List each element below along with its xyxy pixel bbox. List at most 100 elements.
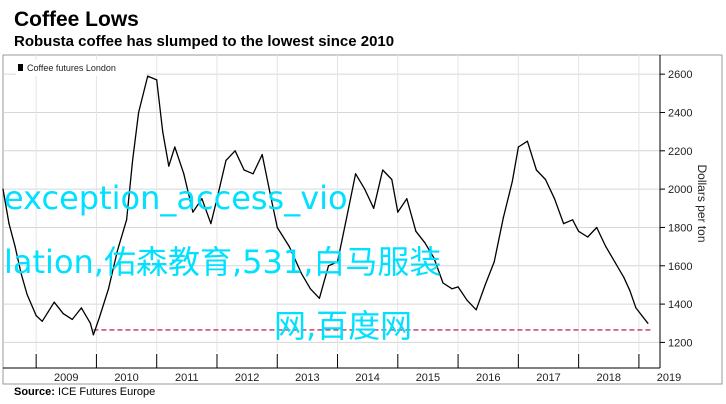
data-point [484, 284, 486, 286]
data-point [623, 276, 625, 278]
x-tick-label: 2016 [476, 372, 500, 384]
data-point [168, 165, 170, 167]
data-point [629, 290, 631, 292]
data-point [475, 309, 477, 311]
data-point [635, 307, 637, 309]
data-point [382, 169, 384, 171]
data-point [424, 242, 426, 244]
legend: Coffee futures London [16, 60, 146, 76]
data-point [336, 261, 339, 263]
plot-area [2, 75, 651, 336]
grid [2, 54, 723, 385]
series-line [2, 75, 649, 336]
y-tick-label: 1600 [668, 261, 692, 273]
data-point [300, 272, 302, 274]
data-point [126, 219, 128, 221]
data-point [162, 131, 164, 133]
data-point [466, 299, 468, 301]
data-point [252, 173, 254, 175]
legend-box [16, 60, 146, 76]
data-point [210, 223, 212, 225]
data-point [373, 207, 375, 209]
data-point [457, 286, 459, 288]
data-point [502, 217, 504, 219]
data-point [563, 223, 565, 225]
data-point [53, 301, 55, 303]
data-point [92, 334, 94, 336]
data-point [288, 246, 290, 248]
data-point [596, 226, 598, 229]
data-point [89, 322, 91, 324]
data-point [192, 211, 194, 213]
data-point [318, 297, 320, 299]
legend-swatch [18, 64, 23, 71]
data-point [35, 315, 37, 317]
data-point [614, 261, 616, 263]
data-point [451, 288, 453, 290]
x-tick-label: 2013 [295, 372, 319, 384]
data-point [391, 178, 393, 181]
data-point [346, 217, 348, 219]
data-point [20, 272, 22, 274]
data-point [26, 293, 28, 296]
x-tick-label: 2018 [597, 372, 621, 384]
data-point [544, 178, 547, 181]
data-point [553, 198, 556, 200]
data-point [364, 188, 366, 190]
y-tick-label: 1400 [668, 299, 692, 311]
data-point [578, 230, 580, 232]
data-point [243, 169, 245, 171]
data-point [201, 198, 203, 200]
data-point [270, 198, 272, 200]
chart-frame [2, 54, 723, 385]
data-point [80, 307, 82, 309]
data-point [116, 249, 119, 251]
data-point [156, 79, 158, 81]
y-tick-label: 2200 [668, 146, 692, 158]
data-point [8, 223, 10, 225]
data-point [174, 146, 176, 148]
y-tick-label: 2600 [668, 69, 692, 81]
data-point [535, 169, 538, 171]
data-point [183, 173, 185, 175]
data-point [526, 140, 529, 142]
data-point [406, 198, 408, 200]
data-point [355, 173, 357, 175]
source-note: Source: ICE Futures Europe [14, 386, 155, 398]
chart-title: Coffee Lows [14, 8, 139, 31]
data-point [397, 211, 399, 213]
data-point [415, 230, 417, 232]
data-point [2, 188, 4, 190]
data-point [647, 322, 649, 324]
data-point [309, 288, 311, 290]
y-tick-label: 1200 [668, 337, 692, 349]
data-point [587, 236, 589, 238]
data-point [41, 320, 43, 322]
chart-subtitle: Robusta coffee has slumped to the lowest… [14, 33, 395, 50]
data-point [327, 265, 330, 267]
data-point [261, 154, 263, 156]
data-point [98, 316, 100, 319]
data-point [433, 257, 435, 259]
y-tick-label: 1800 [668, 222, 692, 234]
x-tick-label: 2015 [416, 372, 440, 384]
data-point [276, 226, 278, 229]
data-point [517, 146, 520, 148]
data-point [107, 288, 110, 290]
data-point [138, 111, 140, 114]
source-text: ICE Futures Europe [58, 386, 156, 398]
data-point [641, 315, 643, 317]
data-point [216, 198, 218, 200]
x-tick-label: 2011 [175, 372, 199, 384]
data-point [147, 75, 149, 77]
data-point [14, 246, 16, 248]
data-point [442, 282, 444, 284]
source-label: Source: [14, 386, 55, 398]
data-point [62, 313, 64, 315]
x-tick-label: 2014 [355, 372, 379, 384]
x-tick-label: 2019 [657, 372, 681, 384]
data-point [47, 311, 49, 313]
y-tick-label: 2400 [668, 107, 692, 119]
x-tick-label: 2017 [536, 372, 560, 384]
